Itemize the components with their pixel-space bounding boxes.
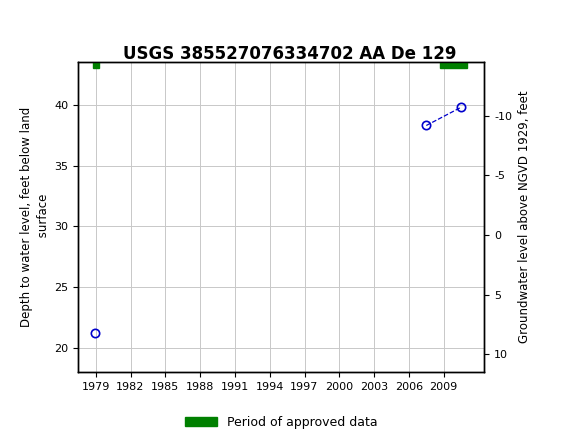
Bar: [6, 20, 38, 28]
Bar: [6, 9, 38, 18]
Legend: Period of approved data: Period of approved data: [180, 411, 382, 430]
Bar: [6, 0, 38, 7]
Y-axis label: Depth to water level, feet below land
 surface: Depth to water level, feet below land su…: [20, 107, 50, 327]
Text: USGS: USGS: [52, 15, 99, 30]
Text: USGS 385527076334702 AA De 129: USGS 385527076334702 AA De 129: [123, 45, 457, 63]
Bar: [440, 60, 467, 68]
Bar: [93, 60, 99, 68]
Y-axis label: Groundwater level above NGVD 1929, feet: Groundwater level above NGVD 1929, feet: [517, 91, 531, 344]
Bar: [6, 30, 38, 38]
